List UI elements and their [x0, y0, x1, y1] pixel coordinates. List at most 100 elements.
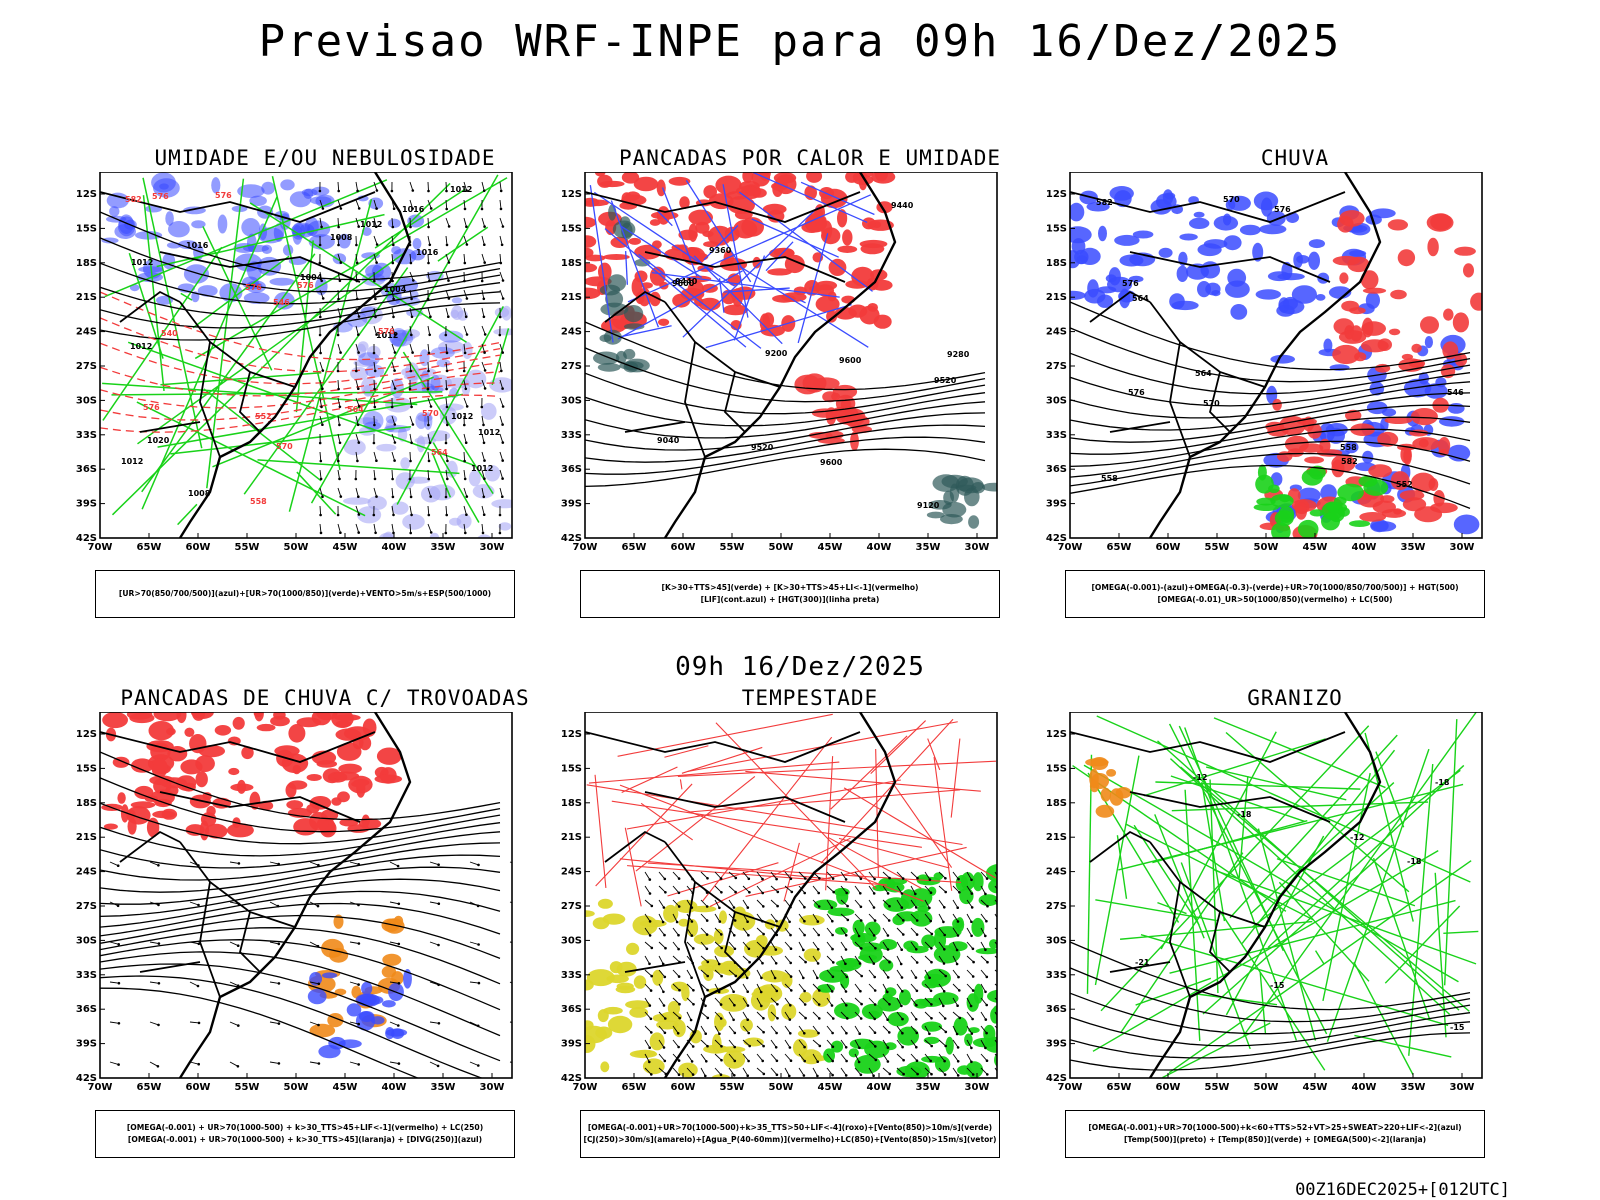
contour-label: 9600 [820, 458, 843, 467]
panel-title: GRANIZO [1247, 686, 1343, 710]
valid-time-label: 09h 16/Dez/2025 [675, 652, 925, 682]
lon-tick-label: 40W [1352, 542, 1377, 553]
legend-line: [CJ(250)>30m/s](amarelo)+[Agua_P(40-60mm… [583, 1135, 997, 1144]
contour-label: 1012 [130, 342, 152, 351]
map-pancadas_calor: 9600 9520 9600 9520 9440 9360 9280 9200 9120 9040… [561, 172, 998, 553]
contour-label: 576 [152, 192, 169, 201]
lat-tick-label: 33S [561, 970, 582, 981]
lon-tick-label: 30W [965, 1082, 990, 1093]
lon-tick-label: 65W [1107, 542, 1132, 553]
contour-label: -15 [1270, 981, 1285, 990]
lat-tick-label: 21S [561, 832, 582, 843]
lon-tick-label: 60W [1156, 542, 1181, 553]
lat-tick-label: 27S [561, 901, 582, 912]
lat-tick-label: 30S [76, 395, 97, 406]
lat-tick-label: 30S [1046, 395, 1067, 406]
contour-label: 1012 [121, 457, 143, 466]
lat-tick-label: 36S [561, 1004, 582, 1015]
lon-tick-label: 30W [965, 542, 990, 553]
lat-tick-label: 27S [561, 361, 582, 372]
contour-label: 576 [1128, 388, 1145, 397]
lon-tick-label: 50W [769, 542, 794, 553]
contour-label: 564 [1132, 294, 1149, 303]
lon-tick-label: 45W [1303, 1082, 1328, 1093]
contour-label: -12 [1193, 773, 1207, 782]
lat-tick-label: 36S [1046, 464, 1067, 475]
contour-label: 1016 [186, 241, 209, 250]
lat-tick-label: 24S [561, 867, 582, 878]
lat-tick-label: 15S [561, 763, 582, 774]
lon-tick-label: 60W [671, 1082, 696, 1093]
lat-tick-label: 27S [1046, 361, 1067, 372]
contour-label: 9440 [891, 201, 914, 210]
contour-label: 1004 [384, 285, 407, 294]
lon-tick-label: 45W [333, 1082, 358, 1093]
lat-tick-label: 18S [1046, 258, 1067, 269]
legend-line: [OMEGA(-0.001) + UR>70(1000-500) + k>30_… [126, 1123, 484, 1132]
legend-line: [OMEGA(-0.001)+UR>70(1000-500)+k>35_TTS>… [587, 1123, 993, 1132]
lon-tick-label: 50W [284, 1082, 309, 1093]
lat-tick-label: 15S [76, 763, 97, 774]
lon-tick-label: 40W [382, 542, 407, 553]
lon-tick-label: 35W [916, 1082, 941, 1093]
legend-line: [OMEGA(-0.001)-(azul)+OMEGA(-0.3)-(verde… [1091, 583, 1459, 592]
lat-tick-label: 18S [561, 798, 582, 809]
panel-legend: [OMEGA(-0.001) + UR>70(1000-500) + k>30_… [95, 1110, 515, 1158]
lon-tick-label: 70W [1058, 1082, 1083, 1093]
lat-tick-label: 24S [76, 867, 97, 878]
contour-label: -18 [1407, 857, 1422, 866]
contour-label: 552 [255, 412, 272, 421]
panel-legend: [UR>70(850/700/500)](azul)+[UR>70(1000/8… [95, 570, 515, 618]
lat-tick-label: 21S [76, 292, 97, 303]
panel-legend: [OMEGA(-0.001)+UR>70(1000-500)+k<60+TTS>… [1065, 1110, 1485, 1158]
legend-line: [Temp(500)](preto) + [Temp(850)](verde) … [1123, 1135, 1427, 1144]
contour-label: 570 [1223, 195, 1240, 204]
lon-tick-label: 30W [1450, 542, 1475, 553]
lat-tick-label: 36S [561, 464, 582, 475]
lat-tick-label: 33S [1046, 430, 1067, 441]
contour-label: 1008 [330, 233, 353, 242]
lon-tick-label: 30W [480, 1082, 505, 1093]
lat-tick-label: 30S [561, 935, 582, 946]
contour-label: 570 [276, 442, 293, 451]
contour-label: 564 [431, 448, 448, 457]
contour-label: 9600 [672, 279, 695, 288]
contour-label: 576 [245, 283, 262, 292]
contour-label: 576 [297, 281, 314, 290]
contour-label: 1012 [451, 412, 473, 421]
contour-label: -21 [1135, 958, 1150, 967]
lat-tick-label: 33S [1046, 970, 1067, 981]
lon-tick-label: 40W [1352, 1082, 1377, 1093]
lon-tick-label: 65W [137, 542, 162, 553]
lon-tick-label: 45W [818, 542, 843, 553]
lon-tick-label: 35W [1401, 542, 1426, 553]
lat-tick-label: 18S [1046, 798, 1067, 809]
lon-tick-label: 65W [622, 1082, 647, 1093]
lon-tick-label: 45W [1303, 542, 1328, 553]
contour-label: 576 [1274, 205, 1291, 214]
lat-tick-label: 42S [76, 1073, 97, 1084]
lon-tick-label: 55W [1205, 542, 1230, 553]
contour-label: -12 [1350, 833, 1364, 842]
lat-tick-label: 15S [1046, 763, 1067, 774]
contour-label: 1012 [471, 464, 493, 473]
lon-tick-label: 55W [720, 542, 745, 553]
contour-label: 564 [347, 405, 364, 414]
panel-trovoadas: PANCADAS DE CHUVA C/ TROVOADAS 12S 15S 18S 2… [75, 686, 575, 1186]
contour-label: 570 [422, 409, 439, 418]
lat-tick-label: 18S [561, 258, 582, 269]
lon-tick-label: 70W [1058, 542, 1083, 553]
lat-tick-label: 39S [1046, 1039, 1067, 1050]
lat-tick-label: 33S [76, 430, 97, 441]
lon-tick-label: 45W [333, 542, 358, 553]
legend-line: [OMEGA(-0.001) + UR>70(1000-500) + k>30_… [127, 1135, 483, 1144]
lon-tick-label: 65W [137, 1082, 162, 1093]
map-chuva: 582 576 570 564 558 552 546 576 570 564 558 576 582 1… [1046, 172, 1483, 553]
lon-tick-label: 70W [88, 542, 113, 553]
lon-tick-label: 60W [186, 1082, 211, 1093]
lon-tick-label: 45W [818, 1082, 843, 1093]
lon-tick-label: 35W [916, 542, 941, 553]
contour-label: 576 [1122, 279, 1139, 288]
lat-tick-label: 39S [1046, 499, 1067, 510]
lon-tick-label: 35W [431, 1082, 456, 1093]
